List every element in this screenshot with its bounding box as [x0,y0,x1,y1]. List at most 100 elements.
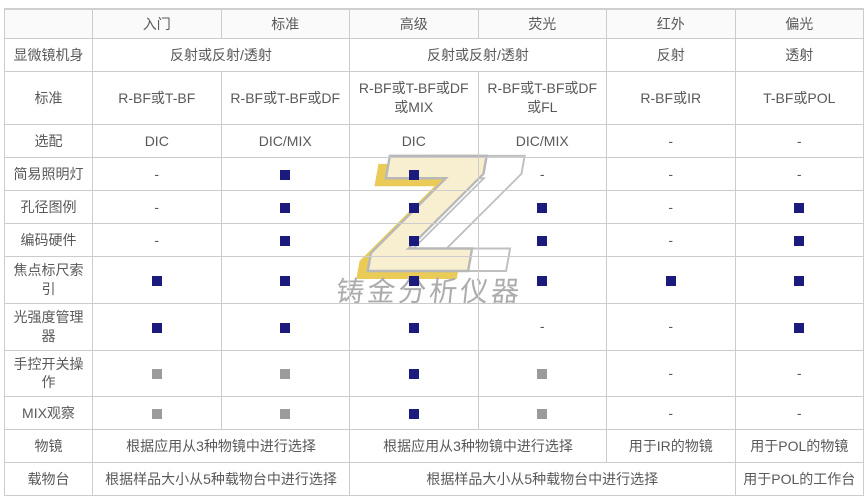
cell-standard-modes-4: R-BF或IR [606,71,736,125]
cell-aperture-diagram-3 [477,190,607,224]
cell-light-intensity-manager-4: - [606,302,736,351]
cell-aperture-diagram-5 [734,190,864,224]
cell-objective-3: 用于POL的物镜 [734,429,864,464]
row-label-standard-modes: 标准 [4,71,93,125]
header-row: 入门 标准 高级 荧光 红外 偏光 [4,8,864,39]
row-label-light-intensity-manager: 光强度管理器 [4,302,93,351]
cell-optional-modes-1: DIC/MIX [220,124,350,158]
included-square-icon [408,369,419,380]
included-square-icon [280,235,291,246]
included-square-icon [151,275,162,286]
included-square-icon [665,275,676,286]
cell-simple-illuminator-5: - [734,157,864,191]
cell-coded-hardware-0: - [92,223,222,257]
cell-microscope-body-3: 透射 [734,38,864,72]
cell-standard-modes-1: R-BF或T-BF或DF [220,71,350,125]
cell-standard-modes-5: T-BF或POL [734,71,864,125]
cell-focus-scale-index-2 [349,256,479,304]
cell-mix-observation-0 [92,396,222,431]
cell-microscope-body-0: 反射或反射/透射 [92,38,350,72]
cell-focus-scale-index-3 [477,256,607,304]
cell-manual-switch-operation-2 [349,349,479,398]
row-label-objective: 物镜 [4,429,93,464]
row-label-microscope-body: 显微镜机身 [4,38,93,72]
cell-aperture-diagram-0: - [92,190,222,224]
cell-mix-observation-1 [220,396,350,431]
included-square-icon [794,322,805,333]
cell-manual-switch-operation-3 [477,349,607,398]
included-square-icon [151,322,162,333]
cell-optional-modes-0: DIC [92,124,222,158]
cell-focus-scale-index-5 [734,256,864,304]
cell-manual-switch-operation-0 [92,349,222,398]
microscope-comparison-table: 入门 标准 高级 荧光 红外 偏光 显微镜机身 反射或反射/透射 反射或反射/透射 反射 透射 标准… [4,8,864,496]
cell-light-intensity-manager-5 [734,302,864,351]
cell-coded-hardware-3 [477,223,607,257]
cell-standard-modes-0: R-BF或T-BF [92,71,222,125]
table-row-light-intensity-manager: 光强度管理器 - - [4,302,864,351]
table-row-simple-illuminator: 简易照明灯 - - - - [4,157,864,191]
cell-mix-observation-5: - [734,396,864,431]
cell-coded-hardware-2 [349,223,479,257]
column-header-polarized: 偏光 [734,8,864,39]
included-square-icon [794,235,805,246]
table-row-stage: 载物台 根据样品大小从5种载物台中进行选择 根据样品大小从5种载物台中进行选择 用于P… [4,462,864,496]
included-square-icon [408,169,419,180]
row-label-stage: 载物台 [4,462,93,496]
cell-focus-scale-index-1 [220,256,350,304]
table-row-optional-modes: 选配 DIC DIC/MIX DIC DIC/MIX - - [4,124,864,158]
table-row-standard-modes: 标准 R-BF或T-BF R-BF或T-BF或DF R-BF或T-BF或DF或MIX R… [4,71,864,125]
table-row-objective: 物镜 根据应用从3种物镜中进行选择 根据应用从3种物镜中进行选择 用于IR的物镜 用于P… [4,429,864,464]
cell-manual-switch-operation-4: - [606,349,736,398]
column-header-advanced: 高级 [349,8,479,39]
cell-coded-hardware-1 [220,223,350,257]
included-square-icon [280,202,291,213]
cell-focus-scale-index-0 [92,256,222,304]
row-label-manual-switch-operation: 手控开关操作 [4,349,93,398]
cell-mix-observation-3 [477,396,607,431]
cell-simple-illuminator-1 [220,157,350,191]
column-header-entry: 入门 [92,8,222,39]
cell-objective-2: 用于IR的物镜 [606,429,736,464]
table-row-coded-hardware: 编码硬件 - - [4,223,864,257]
row-label-simple-illuminator: 简易照明灯 [4,157,93,191]
table-row-mix-observation: MIX观察 - - [4,396,864,431]
included-square-icon [537,235,548,246]
cell-optional-modes-3: DIC/MIX [477,124,607,158]
cell-focus-scale-index-4 [606,256,736,304]
cell-light-intensity-manager-0 [92,302,222,351]
row-label-mix-observation: MIX观察 [4,396,93,431]
cell-manual-switch-operation-1 [220,349,350,398]
column-header-standard: 标准 [220,8,350,39]
cell-microscope-body-2: 反射 [606,38,736,72]
cell-aperture-diagram-4: - [606,190,736,224]
included-square-icon [408,322,419,333]
table-row-microscope-body: 显微镜机身 反射或反射/透射 反射或反射/透射 反射 透射 [4,38,864,72]
cell-objective-1: 根据应用从3种物镜中进行选择 [349,429,607,464]
table-row-aperture-diagram: 孔径图例 - - [4,190,864,224]
cell-optional-modes-4: - [606,124,736,158]
partial-square-icon [151,369,162,380]
cell-objective-0: 根据应用从3种物镜中进行选择 [92,429,350,464]
row-label-optional-modes: 选配 [4,124,93,158]
included-square-icon [408,202,419,213]
cell-standard-modes-3: R-BF或T-BF或DF或FL [477,71,607,125]
cell-simple-illuminator-4: - [606,157,736,191]
included-square-icon [794,202,805,213]
included-square-icon [280,169,291,180]
cell-standard-modes-2: R-BF或T-BF或DF或MIX [349,71,479,125]
cell-aperture-diagram-2 [349,190,479,224]
row-label-coded-hardware: 编码硬件 [4,223,93,257]
column-header-fluorescence: 荧光 [477,8,607,39]
table-row-manual-switch-operation: 手控开关操作 - - [4,349,864,398]
included-square-icon [280,322,291,333]
microscope-comparison-page: Z Z Z 铸金分析仪器 入门 标准 高级 荧光 红外 偏光 显微镜机身 反射或反射/透射反… [4,8,864,496]
cell-optional-modes-5: - [734,124,864,158]
cell-stage-0: 根据样品大小从5种载物台中进行选择 [92,462,350,496]
cell-mix-observation-4: - [606,396,736,431]
included-square-icon [408,409,419,420]
cell-optional-modes-2: DIC [349,124,479,158]
cell-simple-illuminator-2 [349,157,479,191]
included-square-icon [537,202,548,213]
partial-square-icon [151,409,162,420]
